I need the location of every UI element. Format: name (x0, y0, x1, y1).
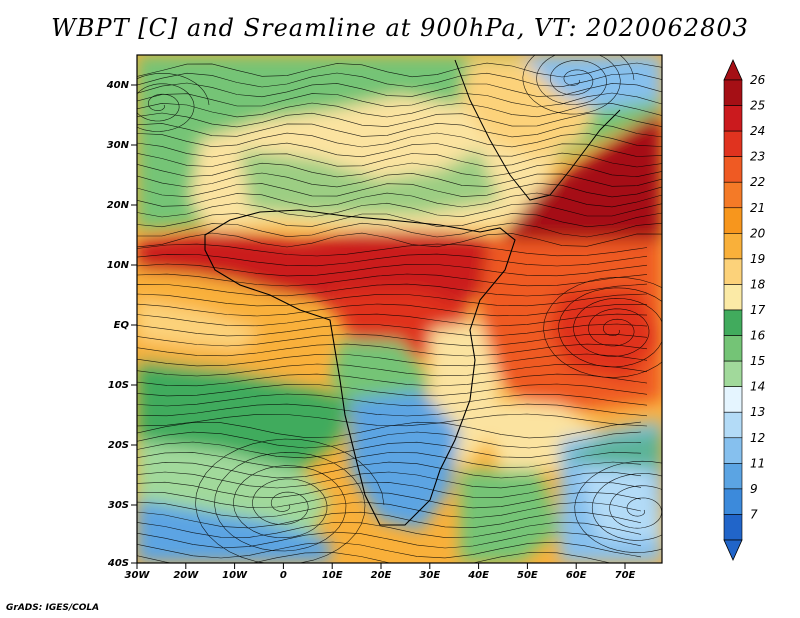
colorbar-swatch (723, 79, 743, 106)
colorbar-top-arrow (723, 59, 743, 81)
colorbar-swatch (723, 207, 743, 234)
arabia-red (500, 110, 662, 260)
lat-label-40N: 40N (106, 80, 130, 91)
colorbar-label-7: 7 (750, 507, 758, 521)
lon-label-60E: 60E (566, 570, 587, 581)
colorbar: 26 25 24 23 22 21 20 19 18 17 16 15 14 13 12 11 9 7 (723, 59, 766, 561)
colorbar-swatch (723, 514, 743, 541)
colorbar-label-19: 19 (750, 252, 765, 266)
colorbar-label-13: 13 (750, 405, 765, 419)
lat-label-30S: 30S (108, 500, 129, 511)
colorbar-label-18: 18 (750, 277, 766, 291)
colorbar-swatch (723, 156, 743, 183)
colorbar-swatch (723, 488, 743, 515)
colorbar-label-21: 21 (750, 201, 765, 215)
colorbar-bottom-arrow (723, 539, 743, 561)
lat-label-40S: 40S (107, 558, 129, 569)
lon-label-30E: 30E (419, 570, 440, 581)
lat-label-10N: 10N (107, 260, 130, 271)
map-frame (136, 54, 663, 564)
lat-label-EQ: EQ (114, 320, 130, 331)
colorbar-swatch (723, 181, 743, 209)
colorbar-swatch (723, 437, 743, 464)
wbpt-field (137, 55, 662, 563)
streamlines (137, 55, 662, 563)
lon-label-10E: 10E (322, 570, 343, 581)
colorbar-label-14: 14 (750, 380, 765, 394)
colorbar-label-12: 12 (750, 431, 765, 445)
colorbar-label-22: 22 (750, 175, 765, 189)
colorbar-label-9: 9 (750, 482, 758, 496)
colorbar-label-16: 16 (750, 329, 766, 343)
colorbar-label-15: 15 (750, 354, 765, 368)
lon-label-70E: 70E (615, 570, 636, 581)
longitude-axis: 30W 20W 10W 0 10E 20E 30E 40E 50E 60E 70E (125, 563, 636, 581)
colorbar-swatch (723, 360, 743, 387)
lon-label-40E: 40E (467, 570, 489, 581)
colorbar-swatch (723, 386, 743, 413)
lon-label-10W: 10W (222, 570, 248, 581)
coastline (204, 209, 516, 526)
lat-label-20S: 20S (108, 440, 129, 451)
colorbar-swatch (723, 411, 743, 439)
lat-label-30N: 30N (107, 140, 130, 151)
chart-title: WBPT [C] and Sreamline at 900hPa, VT: 20… (51, 14, 749, 42)
south-africa-blue (350, 390, 460, 530)
lat-label-10S: 10S (108, 380, 129, 391)
colorbar-label-25: 25 (750, 99, 765, 113)
lon-label-30W: 30W (125, 570, 151, 581)
colorbar-swatch (723, 130, 743, 157)
colorbar-swatch (723, 105, 743, 132)
colorbar-swatch (723, 258, 743, 285)
colorbar-swatch (723, 309, 743, 336)
colorbar-label-11: 11 (750, 456, 765, 470)
colorbar-label-23: 23 (750, 150, 765, 164)
colorbar-swatch (723, 233, 743, 260)
credit-text: GrADS: IGES/COLA (6, 603, 100, 613)
colorbar-swatch (723, 335, 743, 362)
lat-label-20N: 20N (107, 200, 130, 211)
colorbar-swatch (723, 463, 743, 490)
latitude-axis: 40N 30N 20N 10N EQ 10S 20S 30S 40S (106, 80, 137, 569)
colorbar-swatch (723, 284, 743, 311)
colorbar-label-26: 26 (750, 73, 766, 87)
lon-label-20W: 20W (173, 570, 199, 581)
lon-label-0: 0 (280, 570, 287, 581)
colorbar-label-24: 24 (750, 124, 765, 138)
colorbar-label-20: 20 (750, 226, 766, 240)
lon-label-50E: 50E (517, 570, 538, 581)
colorbar-label-17: 17 (750, 303, 766, 317)
lon-label-20E: 20E (371, 570, 392, 581)
